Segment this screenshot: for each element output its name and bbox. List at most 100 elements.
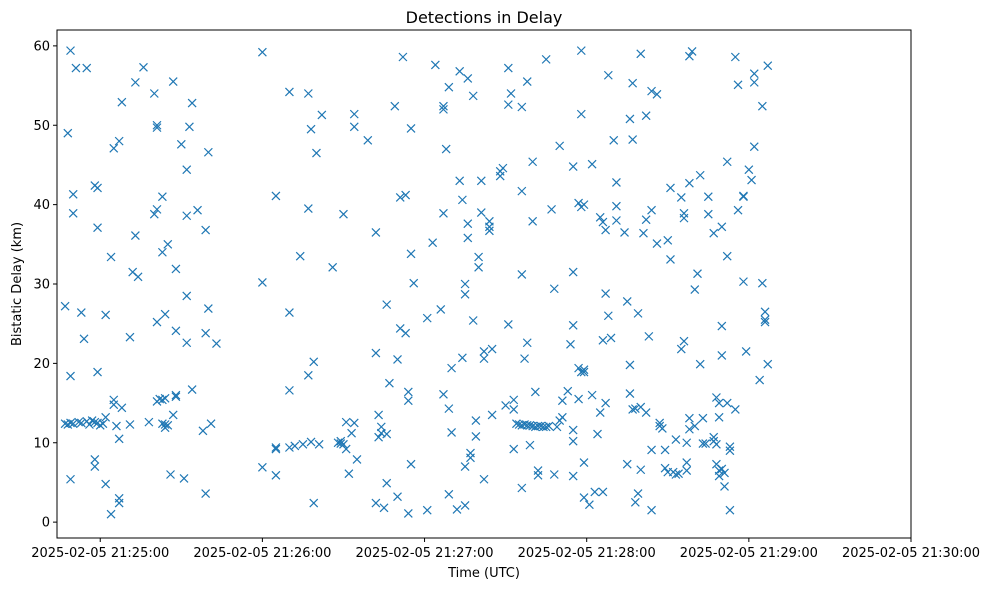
data-point [152, 204, 162, 214]
data-point [460, 279, 470, 289]
data-point [520, 354, 529, 364]
data-point [441, 144, 451, 154]
data-point [422, 313, 432, 323]
x-tick-label: 2025-02-05 21:30:00 [842, 546, 980, 561]
data-point [384, 378, 394, 388]
data-point [160, 420, 170, 429]
data-point [709, 432, 719, 442]
data-point [641, 215, 651, 225]
data-point [701, 439, 711, 448]
data-point [149, 209, 159, 219]
data-point [698, 439, 708, 448]
data-point [125, 332, 135, 342]
data-point [487, 410, 497, 420]
data-point [628, 135, 638, 144]
data-point [157, 247, 167, 257]
data-point [541, 422, 551, 432]
y-tick-label: 30 [33, 278, 50, 293]
data-point [114, 493, 124, 503]
data-point [574, 363, 584, 373]
data-point [579, 365, 589, 375]
data-point [160, 393, 170, 403]
data-point [576, 46, 586, 56]
data-point [698, 413, 708, 423]
data-point [601, 289, 611, 298]
y-tick-label: 40 [33, 198, 50, 213]
data-point [598, 217, 608, 227]
data-point [457, 195, 467, 205]
data-point [284, 87, 294, 97]
data-point [352, 454, 362, 464]
data-point [444, 404, 454, 414]
data-point [625, 389, 635, 398]
data-point [603, 70, 613, 80]
data-point [90, 462, 100, 471]
data-point [349, 418, 359, 428]
data-point [622, 459, 632, 469]
data-point [695, 359, 705, 369]
data-point [271, 444, 281, 454]
data-point [160, 309, 170, 319]
data-point [760, 317, 770, 327]
data-point [309, 498, 319, 508]
data-point [157, 419, 167, 429]
data-point [390, 101, 400, 111]
data-point [198, 426, 208, 436]
y-axis: 0 10 20 30 40 50 60 [33, 39, 57, 531]
data-markers [60, 46, 773, 519]
data-point [509, 444, 519, 454]
data-point [163, 420, 173, 430]
data-point [257, 462, 267, 472]
data-point [666, 254, 675, 264]
data-point [257, 277, 267, 287]
data-point [676, 193, 686, 202]
data-point [87, 416, 97, 425]
data-point [93, 367, 102, 377]
data-point [117, 97, 127, 107]
data-point [152, 317, 162, 327]
data-point [376, 422, 386, 432]
data-point [82, 63, 92, 73]
data-point [741, 347, 751, 356]
data-point [487, 344, 497, 354]
data-point [722, 251, 732, 261]
data-point [203, 304, 213, 314]
data-point [444, 82, 454, 92]
data-point [371, 348, 381, 358]
data-point [652, 89, 662, 99]
plot-area [57, 30, 911, 538]
data-point [676, 344, 686, 354]
data-point [711, 393, 721, 402]
data-point [757, 101, 767, 111]
data-point [587, 159, 597, 169]
y-tick-label: 20 [33, 357, 50, 372]
data-point [341, 444, 351, 454]
data-point [528, 216, 538, 226]
data-point [98, 419, 108, 429]
data-point [725, 505, 735, 515]
data-point [349, 109, 359, 119]
data-point [509, 395, 519, 405]
data-point [430, 60, 440, 70]
data-point [341, 417, 351, 427]
data-point [655, 418, 665, 428]
data-point [403, 508, 413, 518]
data-point [303, 204, 313, 214]
data-point [703, 209, 713, 219]
data-point [611, 177, 621, 187]
data-point [106, 252, 116, 262]
data-point [682, 458, 692, 468]
data-point [406, 249, 416, 259]
data-point [168, 410, 178, 420]
data-point [722, 157, 732, 167]
data-point [574, 198, 584, 208]
data-point [503, 320, 513, 329]
data-point [93, 183, 102, 193]
data-point [374, 410, 384, 420]
data-point [187, 98, 197, 108]
data-point [171, 326, 181, 336]
data-point [601, 398, 611, 408]
data-point [763, 359, 773, 369]
data-point [506, 89, 516, 98]
data-point [93, 223, 102, 233]
